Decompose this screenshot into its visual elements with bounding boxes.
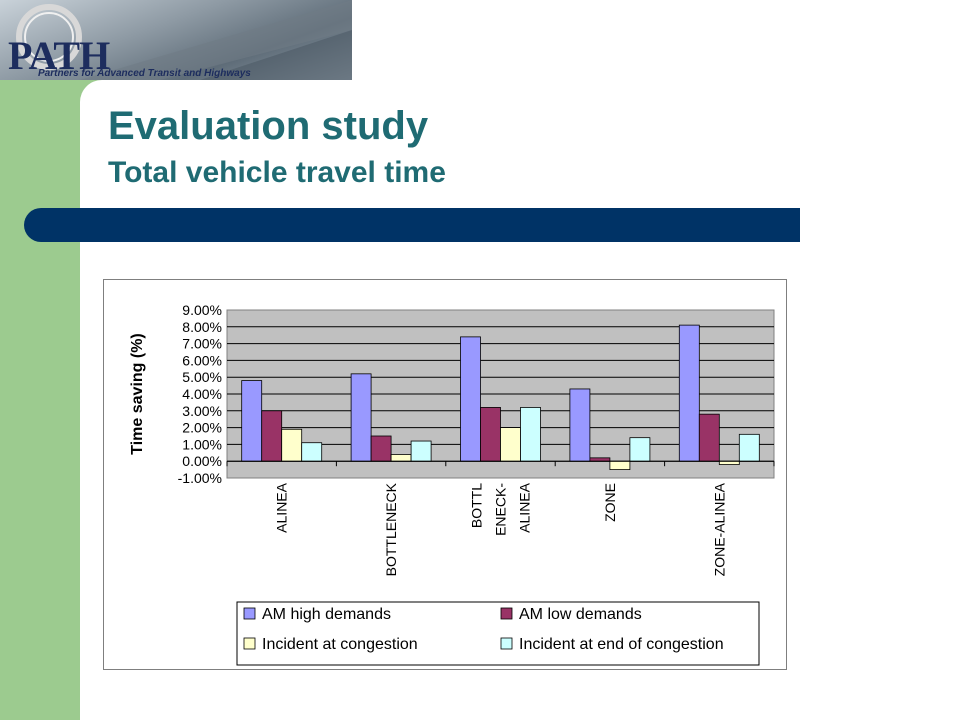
- y-tick-label: 4.00%: [182, 386, 222, 402]
- bar: [589, 457, 611, 462]
- y-tick-label: 9.00%: [182, 302, 222, 318]
- path-logo: PATH Partners for Advanced Transit and H…: [2, 4, 252, 80]
- bar: [520, 407, 541, 462]
- bar: [480, 407, 501, 462]
- legend-box: [236, 601, 760, 666]
- legend-label: Incident at end of congestion: [519, 636, 724, 653]
- bar: [370, 435, 392, 462]
- y-tick-label: 7.00%: [182, 336, 222, 352]
- logo-subtitle: Partners for Advanced Transit and Highwa…: [38, 68, 251, 79]
- y-tick-label: 6.00%: [182, 352, 222, 368]
- bar: [460, 336, 481, 462]
- bar: [738, 433, 760, 462]
- legend-label: AM high demands: [262, 606, 391, 623]
- x-tick-label: ALINEA: [517, 482, 533, 532]
- y-tick-label: 1.00%: [182, 436, 222, 452]
- bar-chart: 9.00%8.00%7.00%6.00%5.00%4.00%3.00%2.00%…: [129, 302, 775, 666]
- bar: [569, 388, 591, 462]
- highway-photo: [80, 0, 352, 80]
- y-tick-label: 3.00%: [182, 403, 222, 419]
- x-tick-label: ZONE-ALINEA: [711, 482, 727, 576]
- band-curve: [80, 80, 102, 102]
- x-tick-label: BOTTL: [469, 483, 485, 528]
- left-decorative-band: [0, 80, 80, 720]
- x-tick-label: ALINEA: [274, 482, 290, 532]
- bar: [281, 428, 303, 462]
- bar: [718, 460, 740, 465]
- legend-label: AM low demands: [519, 606, 642, 623]
- bar: [350, 373, 372, 462]
- y-axis-label: Time saving (%): [129, 333, 146, 455]
- legend-swatch: [243, 637, 256, 650]
- x-tick-label: ENECK-: [493, 483, 509, 536]
- legend-label: Incident at congestion: [262, 636, 418, 653]
- legend-swatch: [500, 637, 513, 650]
- bar: [390, 454, 412, 462]
- bar: [629, 437, 651, 462]
- bar: [301, 442, 323, 462]
- logo-text: PATH: [8, 33, 110, 78]
- slide-subtitle: Total vehicle travel time: [108, 156, 446, 189]
- chart-frame: 9.00% 8.00% 7.00% 6.00% 5.00% 4.00% 3.00% 2.00%…: [103, 279, 787, 670]
- y-tick-label: -1.00%: [178, 470, 222, 486]
- bar: [609, 460, 631, 470]
- bar: [698, 413, 720, 462]
- y-tick-label: 5.00%: [182, 369, 222, 385]
- slide-title: Evaluation study: [108, 104, 429, 148]
- bar: [500, 427, 521, 462]
- bar: [410, 440, 432, 462]
- x-tick-label: BOTTLENECK: [383, 482, 399, 576]
- header-photo: PATH Partners for Advanced Transit and H…: [0, 0, 352, 80]
- y-tick-label: 8.00%: [182, 319, 222, 335]
- title-underline-bar: [24, 208, 800, 242]
- legend-swatch: [500, 607, 513, 620]
- x-tick-label: ZONE: [602, 483, 618, 522]
- y-tick-label: 2.00%: [182, 420, 222, 436]
- legend-swatch: [243, 607, 256, 620]
- y-tick-label: 0.00%: [182, 453, 222, 469]
- bar: [261, 410, 283, 462]
- bar: [678, 324, 700, 462]
- bar: [241, 380, 263, 462]
